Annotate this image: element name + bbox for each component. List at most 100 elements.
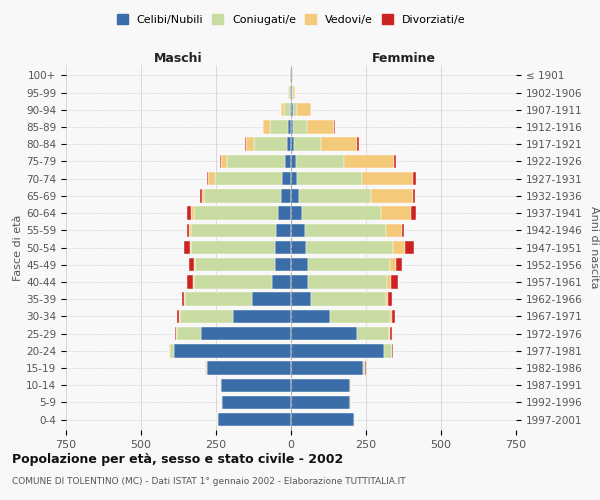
Bar [330,310,390,323]
Bar [184,241,190,254]
Bar [291,378,349,392]
Bar [287,138,291,151]
Bar [282,172,291,186]
Bar [189,258,194,272]
Bar [306,241,393,254]
Bar [386,224,402,237]
Bar [290,103,291,117]
Bar [292,86,293,100]
Bar [193,206,277,220]
Bar [390,327,392,340]
Bar [291,310,330,323]
Bar [284,103,290,117]
Bar [271,275,291,288]
Bar [357,327,389,340]
Bar [396,258,402,272]
Bar [215,172,282,186]
Bar [174,344,291,358]
Bar [308,258,390,272]
Bar [190,241,191,254]
Bar [291,172,297,186]
Bar [177,327,201,340]
Bar [305,224,386,237]
Bar [291,413,354,426]
Bar [187,206,191,220]
Bar [413,172,415,186]
Bar [350,378,351,392]
Bar [297,103,311,117]
Legend: Celibi/Nubili, Coniugati/e, Vedovi/e, Divorziati/e: Celibi/Nubili, Coniugati/e, Vedovi/e, Di… [115,12,467,27]
Bar [191,224,276,237]
Bar [291,275,308,288]
Bar [297,172,361,186]
Bar [193,275,271,288]
Bar [290,86,291,100]
Bar [221,396,222,409]
Bar [389,327,390,340]
Bar [394,154,396,168]
Bar [291,103,293,117]
Bar [393,241,405,254]
Bar [293,86,295,100]
Bar [254,138,287,151]
Bar [180,310,233,323]
Bar [200,189,202,202]
Bar [179,310,180,323]
Bar [365,362,366,374]
Bar [289,86,290,100]
Bar [294,138,321,151]
Bar [291,68,292,82]
Bar [292,68,293,82]
Bar [321,138,357,151]
Bar [291,292,311,306]
Bar [222,396,291,409]
Bar [413,189,415,202]
Bar [176,327,177,340]
Text: Femmine: Femmine [371,52,436,65]
Bar [357,138,359,151]
Bar [275,258,291,272]
Bar [221,154,227,168]
Bar [187,275,193,288]
Text: COMUNE DI TOLENTINO (MC) - Dati ISTAT 1° gennaio 2002 - Elaborazione TUTTITALIA.: COMUNE DI TOLENTINO (MC) - Dati ISTAT 1°… [12,478,406,486]
Bar [217,413,218,426]
Bar [195,258,275,272]
Bar [285,154,291,168]
Bar [175,327,176,340]
Bar [201,327,291,340]
Bar [202,189,204,202]
Bar [189,224,191,237]
Bar [350,396,351,409]
Bar [281,189,291,202]
Bar [392,344,394,358]
Bar [291,120,293,134]
Bar [270,120,288,134]
Bar [307,120,334,134]
Bar [191,241,275,254]
Bar [384,344,392,358]
Bar [291,138,294,151]
Bar [290,68,291,82]
Text: Maschi: Maschi [154,52,203,65]
Bar [191,206,193,220]
Bar [361,172,413,186]
Bar [291,241,306,254]
Bar [207,362,291,374]
Y-axis label: Fasce di età: Fasce di età [13,214,23,280]
Bar [296,154,344,168]
Bar [281,103,284,117]
Bar [194,258,195,272]
Bar [381,206,411,220]
Bar [291,154,296,168]
Bar [391,275,398,288]
Bar [220,378,221,392]
Bar [276,224,291,237]
Bar [218,413,291,426]
Bar [291,86,292,100]
Bar [288,120,291,134]
Bar [392,310,395,323]
Bar [354,413,355,426]
Bar [386,292,388,306]
Bar [277,206,291,220]
Bar [177,310,179,323]
